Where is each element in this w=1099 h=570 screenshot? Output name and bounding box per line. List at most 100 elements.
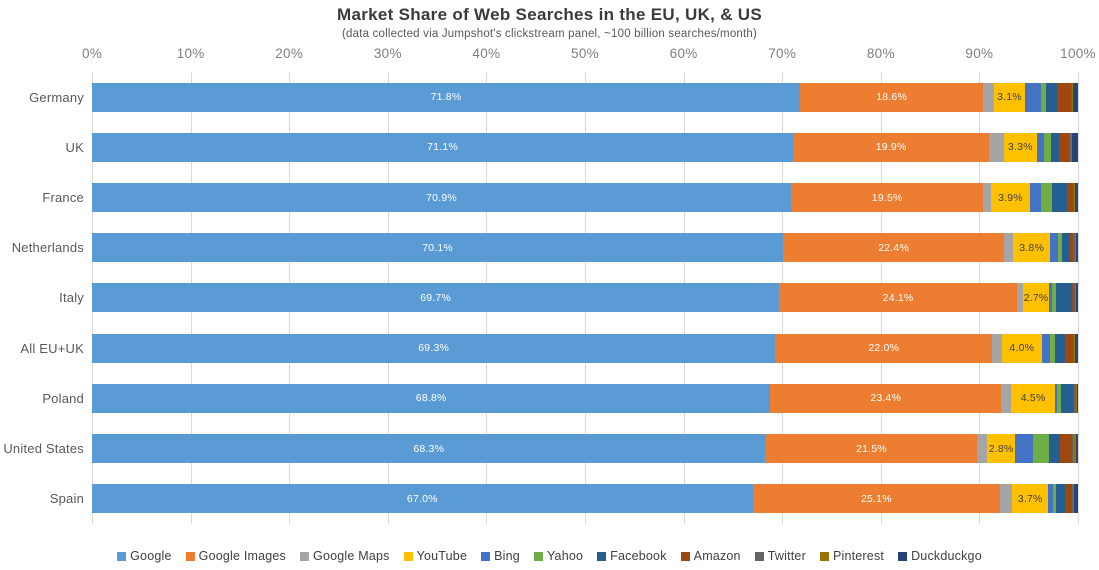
legend-swatch-icon <box>300 551 310 561</box>
bar-segment: 69.7% <box>92 283 780 313</box>
bar-segment <box>1050 333 1056 363</box>
bar-segment: 71.1% <box>92 132 794 162</box>
bar-row: 69.7% 24.1% 2.7% <box>92 273 1078 323</box>
legend-item: Google <box>117 549 172 563</box>
legend-label: Amazon <box>693 549 741 563</box>
bar-segment: 68.3% <box>92 434 766 464</box>
chart-title: Market Share of Web Searches in the EU, … <box>336 5 763 24</box>
bar-segment <box>1052 183 1068 213</box>
data-label: 70.1% <box>422 241 453 254</box>
bar-segment: 19.5% <box>791 183 984 213</box>
plot-area: 71.8% 18.6% 3.1% 71.1% 19.9% 3.3% 70.9% 19.5% 3.… <box>92 72 1079 524</box>
bar-segment <box>1059 132 1070 162</box>
bar-segment <box>1074 283 1075 313</box>
data-label: 70.9% <box>426 191 457 204</box>
bar-segment <box>1075 383 1077 413</box>
bar-segment <box>1072 283 1074 313</box>
bar-segment: 2.8% <box>987 434 1015 464</box>
bar-segment: 70.9% <box>92 183 792 213</box>
x-tick-label: 80% <box>866 46 895 61</box>
bar-segment <box>1073 434 1076 464</box>
bar-segment <box>1073 82 1078 112</box>
chart-subtitle: (data collected via Jumpshot's clickstre… <box>341 28 758 40</box>
legend-label: Google Maps <box>313 549 390 563</box>
bar-segment <box>1072 82 1074 112</box>
bar-segment <box>1074 383 1076 413</box>
x-tick-label: 40% <box>472 46 501 61</box>
bar-segment <box>1072 132 1078 162</box>
bar-segment: 3.7% <box>1011 484 1049 514</box>
bar-segment <box>1075 233 1078 263</box>
legend-swatch-icon <box>680 551 690 561</box>
data-label: 19.5% <box>871 191 903 204</box>
stacked-bar: 68.3% 21.5% 2.8% <box>92 434 1078 464</box>
bar-segment: 3.3% <box>1004 132 1037 162</box>
bar-segment <box>1050 233 1059 263</box>
category-label: United States <box>3 441 84 457</box>
bar-row: 70.1% 22.4% 3.8% <box>92 223 1078 273</box>
legend-label: Google <box>130 549 172 563</box>
data-label: 2.8% <box>988 442 1014 455</box>
legend-item: Pinterest <box>819 549 885 563</box>
stacked-bar: 70.1% 22.4% 3.8% <box>92 233 1078 263</box>
legend-swatch-icon <box>898 551 908 561</box>
data-label: 71.1% <box>427 141 458 154</box>
bar-segment <box>1072 434 1074 464</box>
bar-segment <box>1041 183 1053 213</box>
bar-segment <box>1029 183 1042 213</box>
data-label: 3.8% <box>1019 241 1044 254</box>
data-label: 18.6% <box>876 91 908 104</box>
bar-segment: 4.5% <box>1010 383 1056 413</box>
legend-label: YouTube <box>416 549 468 563</box>
bar-segment <box>989 132 1005 162</box>
gridline <box>1078 72 1079 524</box>
bar-segment <box>1075 283 1078 313</box>
x-tick-label: 50% <box>571 46 599 61</box>
bar-segment <box>1060 434 1073 464</box>
bar-row: 67.0% 25.1% 3.7% <box>92 474 1078 524</box>
bar-segment <box>1067 183 1074 213</box>
bar-segment: 3.1% <box>994 82 1025 112</box>
bar-segment <box>1074 183 1078 213</box>
bar-segment <box>1057 383 1062 413</box>
bar-segment <box>1074 233 1076 263</box>
data-label: 67.0% <box>406 492 438 505</box>
bar-segment <box>1073 333 1074 363</box>
stacked-bar: 71.1% 19.9% 3.3% <box>92 132 1078 162</box>
legend-item: Google Maps <box>300 549 390 563</box>
x-tick-label: 20% <box>275 46 304 61</box>
bar-segment: 71.8% <box>92 82 800 112</box>
category-label: Poland <box>42 390 84 406</box>
legend-item: Yahoo <box>533 549 583 563</box>
stacked-bar: 69.7% 24.1% 2.7% <box>92 283 1078 313</box>
legend-swatch-icon <box>403 551 413 561</box>
legend-label: Google Images <box>198 549 287 563</box>
bar-segment: 3.8% <box>1012 233 1051 263</box>
bar-segment <box>1048 484 1054 514</box>
data-label: 68.3% <box>413 442 445 455</box>
legend-item: Amazon <box>680 549 741 563</box>
bar-segment <box>1075 434 1078 464</box>
data-label: 69.3% <box>418 342 450 355</box>
bar-segment <box>1065 333 1074 363</box>
bar-segment <box>1044 132 1052 162</box>
data-label: 22.0% <box>868 342 900 355</box>
data-label: 24.1% <box>882 291 914 304</box>
bar-segment <box>1071 82 1073 112</box>
bar-segment <box>1069 132 1072 162</box>
legend-label: Pinterest <box>832 549 885 563</box>
data-label: 69.7% <box>420 291 451 304</box>
legend-item: Google Images <box>185 549 287 563</box>
bar-segment <box>1056 283 1073 313</box>
bar-segment: 68.8% <box>92 383 771 413</box>
stacked-bar: 71.8% 18.6% 3.1% <box>92 82 1078 112</box>
data-label: 3.7% <box>1017 492 1043 505</box>
bar-segment <box>1073 383 1075 413</box>
bar-segment <box>1076 383 1078 413</box>
bar-segment <box>1074 333 1078 363</box>
bar-segment <box>1036 132 1045 162</box>
bar-segment <box>1062 233 1071 263</box>
bar-segment <box>983 82 995 112</box>
legend-label: Duckduckgo <box>911 549 982 563</box>
bar-segment <box>1041 82 1047 112</box>
